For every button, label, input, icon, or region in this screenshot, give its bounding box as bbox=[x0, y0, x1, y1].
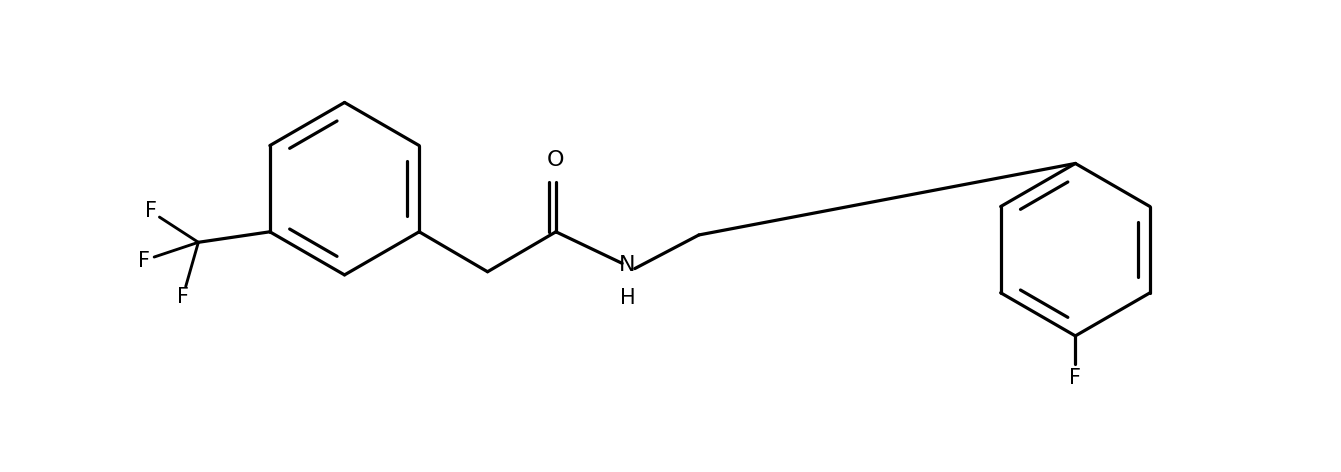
Text: N: N bbox=[620, 255, 636, 276]
Text: F: F bbox=[145, 201, 157, 221]
Text: F: F bbox=[1069, 368, 1081, 388]
Text: F: F bbox=[138, 251, 150, 271]
Text: O: O bbox=[547, 150, 565, 170]
Text: H: H bbox=[620, 288, 636, 308]
Text: F: F bbox=[177, 287, 189, 307]
